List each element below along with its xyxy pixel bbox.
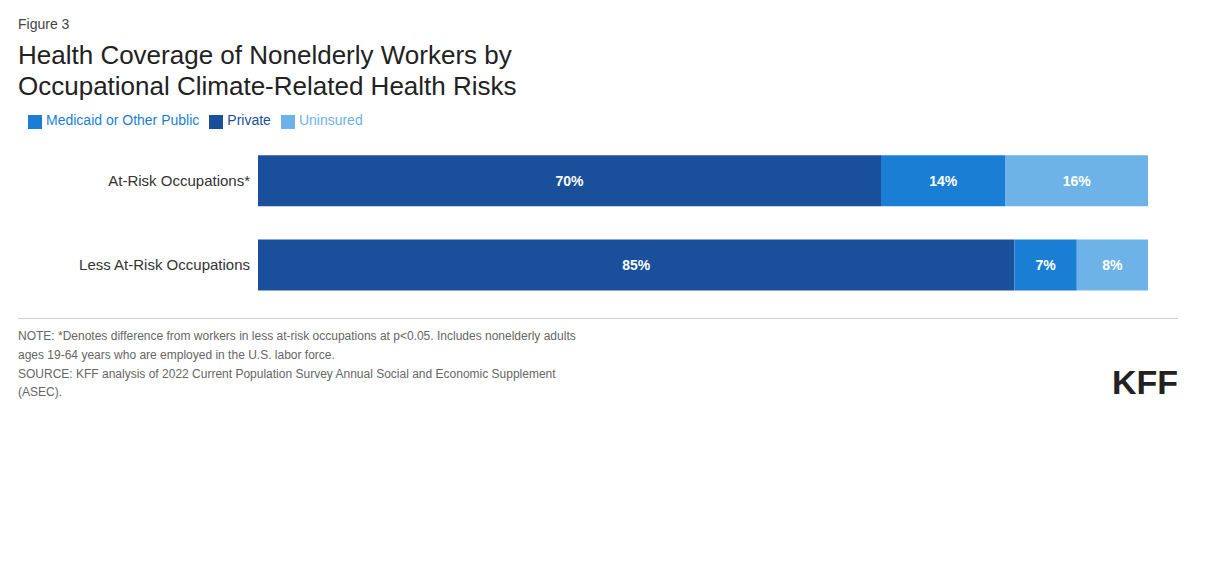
svg-text:8%: 8%: [1102, 257, 1123, 273]
svg-text:At-Risk Occupations*: At-Risk Occupations*: [108, 172, 250, 189]
html-text:Figure 3: Figure 3: [18, 16, 70, 32]
html-text:Private: Private: [227, 112, 271, 129]
html-text:NOTE: *Denotes difference from: NOTE: *Denotes difference from workers i…: [18, 329, 576, 400]
svg-text:7%: 7%: [1036, 257, 1057, 273]
svg-text:16%: 16%: [1063, 173, 1092, 189]
svg-text:85%: 85%: [622, 257, 651, 273]
html-text:KFF: KFF: [1111, 362, 1178, 401]
svg-text:70%: 70%: [555, 173, 584, 189]
svg-text:Less At-Risk Occupations: Less At-Risk Occupations: [79, 257, 250, 274]
html-text:Uninsured: Uninsured: [298, 112, 363, 129]
html-text:Medicaid or Other Public: Medicaid or Other Public: [46, 112, 200, 129]
svg-text:14%: 14%: [929, 173, 958, 189]
html-text:Health Coverage of Nonelderly: Health Coverage of Nonelderly Workers by…: [18, 40, 517, 102]
